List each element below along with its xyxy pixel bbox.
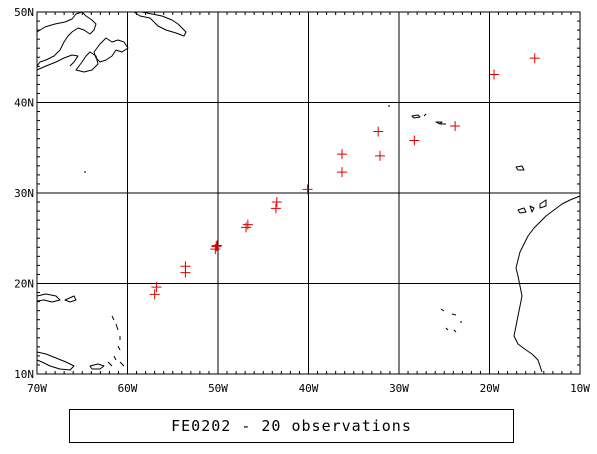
observation-marker (241, 222, 252, 233)
coastline-labrador-north (133, 11, 187, 37)
coastline-jamaica (89, 363, 105, 370)
map-grid (37, 12, 580, 374)
latitude-axis-labels: 10N 20N 30N 40N 50N (14, 6, 34, 381)
observation-marker (242, 219, 253, 230)
coastlines (36, 11, 581, 373)
longitude-axis-labels: 70W 60W 50W 40W 30W 20W 10W (27, 382, 590, 395)
observation-marker (373, 126, 384, 137)
map-minor-ticks (36, 11, 581, 375)
lat-tick-label: 30N (14, 187, 34, 200)
coastline-africa (513, 195, 581, 373)
observation-marker (529, 53, 540, 64)
observation-marker (212, 240, 223, 251)
lon-tick-label: 10W (570, 382, 590, 395)
observation-marker (489, 69, 500, 80)
observation-marker (270, 203, 281, 214)
lat-tick-label: 40N (14, 97, 34, 110)
coastline-puerto-rico (36, 293, 61, 303)
caption-box: FE0202 - 20 observations (69, 409, 514, 443)
observation-markers (149, 53, 540, 300)
coastline-antilles (107, 315, 125, 367)
observation-marker (336, 167, 347, 178)
lat-tick-label: 20N (14, 278, 34, 291)
lat-tick-label: 10N (14, 368, 34, 381)
coastline-hispaniola (36, 351, 75, 371)
coastline-newfoundland (93, 37, 129, 63)
coastline-nova-scotia (36, 54, 79, 71)
observation-marker (211, 241, 222, 252)
lon-tick-label: 50W (208, 382, 228, 395)
observation-marker (149, 289, 160, 300)
observation-marker (271, 197, 282, 208)
coastline-madeira (515, 165, 525, 171)
lon-tick-label: 30W (389, 382, 409, 395)
caption-text: FE0202 - 20 observations (171, 417, 412, 435)
coastline-canada (36, 11, 97, 67)
lon-tick-label: 60W (118, 382, 138, 395)
coastline-peninsula (75, 51, 99, 73)
coastline-cape-verde (440, 308, 462, 333)
observation-marker (180, 261, 191, 272)
observation-marker (151, 282, 162, 293)
observation-marker (302, 184, 313, 195)
lon-tick-label: 20W (480, 382, 500, 395)
lon-tick-label: 70W (27, 382, 47, 395)
observation-marker (336, 149, 347, 160)
coastline-canaries (517, 199, 547, 214)
lon-tick-label: 40W (299, 382, 319, 395)
observation-marker (450, 121, 461, 132)
coastline-azores (388, 105, 446, 125)
coastline-small-islands (64, 171, 86, 303)
lat-tick-label: 50N (14, 6, 34, 19)
observation-marker (374, 150, 385, 161)
observation-marker (409, 135, 420, 146)
